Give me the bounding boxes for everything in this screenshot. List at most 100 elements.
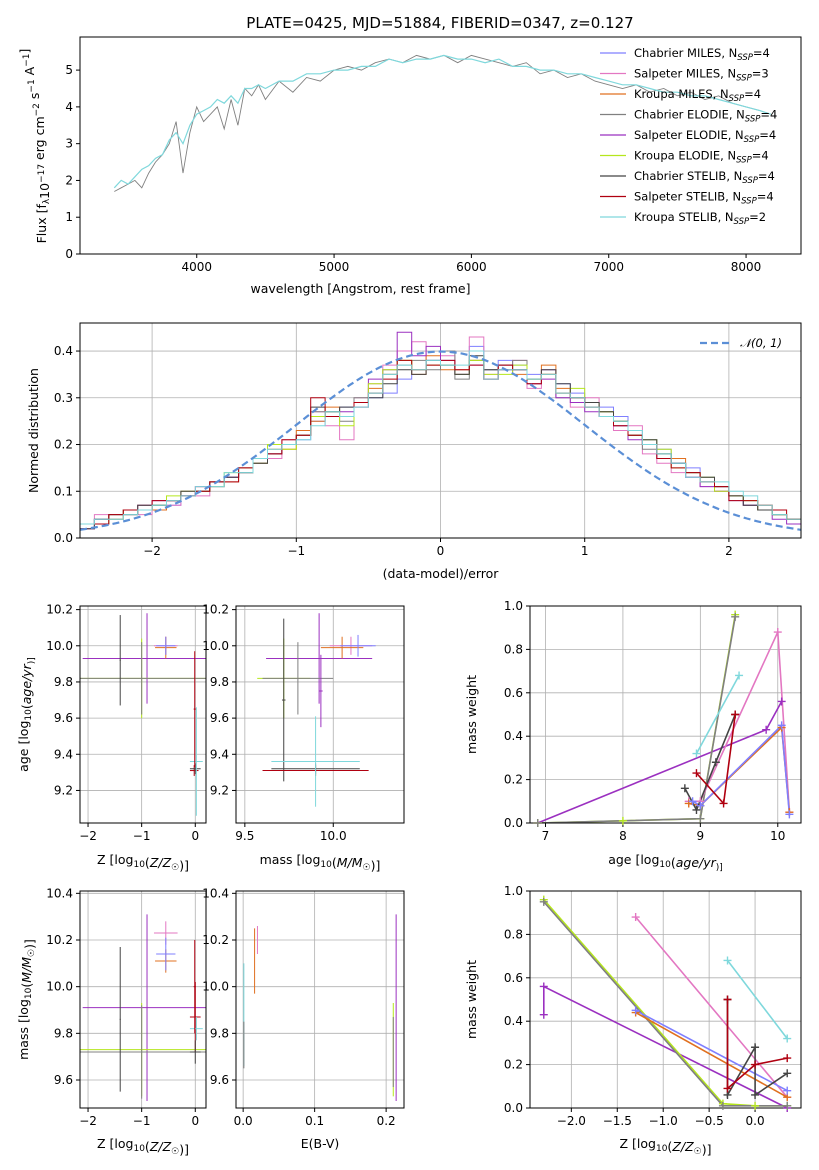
plot-area	[530, 606, 801, 823]
y-tick-label: 10.0	[46, 639, 73, 653]
legend-text: Kroupa MILES, N	[634, 87, 729, 101]
panel-mass_vs_Z: −2 −1 09.69.810.010.210.4Z [log10(Z/Z☉)]ma…	[16, 886, 207, 1157]
y-tick-label: 5	[65, 63, 73, 77]
x-tick-label: 8	[619, 829, 627, 843]
x-tick-label: −1.0	[649, 1114, 678, 1128]
legend-text: Chabrier STELIB, N	[634, 169, 742, 183]
y-tick-label: 0.1	[54, 484, 73, 498]
y-axis-label-part: Flux [f	[34, 204, 49, 244]
weight-marker	[618, 816, 627, 825]
legend-suffix: =4	[757, 190, 774, 204]
x-axis-label: mass [log10(M/M☉)]	[260, 852, 381, 873]
x-axis-label-part: 10	[133, 860, 145, 870]
weight-marker	[777, 721, 786, 730]
x-tick-label: 10	[770, 829, 785, 843]
legend-text: Kroupa STELIB, N	[634, 210, 734, 224]
y-axis-label-part: erg cm	[32, 116, 47, 164]
x-axis-label-part: Z [log	[97, 1136, 133, 1151]
weight-marker	[731, 710, 740, 719]
weight-marker	[539, 897, 548, 906]
x-axis-label-part: ☉	[171, 863, 179, 873]
y-tick-label: 10.2	[202, 603, 229, 617]
axes-frame	[235, 605, 405, 824]
normal-curve	[80, 350, 801, 531]
weight-marker	[783, 1034, 792, 1043]
y-tick-label: 9.6	[54, 1073, 73, 1087]
x-axis-label-part: 10	[659, 860, 671, 870]
weight-marker	[731, 612, 740, 621]
legend-entry: Chabrier STELIB, NSSP=4	[634, 169, 775, 186]
weight-Chabrier MILES-line	[635, 1009, 788, 1092]
legend-sub: SSP	[742, 176, 758, 186]
legend-entry: Salpeter STELIB, NSSP=4	[634, 190, 774, 207]
x-axis-label-part: ☉	[694, 1147, 702, 1157]
x-tick-label: 0	[437, 544, 445, 558]
plot-area	[236, 891, 404, 1108]
y-axis-label-part: s	[27, 93, 42, 104]
legend-suffix: =3	[752, 67, 769, 81]
weight-marker	[783, 1069, 792, 1078]
weight-Salpeter STELIB-line	[726, 999, 788, 1091]
x-tick-label: 7000	[593, 260, 624, 274]
y-tick-label: 10.2	[46, 933, 73, 947]
legend-text: Chabrier MILES, N	[634, 46, 737, 60]
x-tick-label: −2	[143, 544, 161, 558]
x-axis-label-part: ☉	[171, 1147, 179, 1157]
y-tick-label: 9.4	[54, 747, 73, 761]
weight-Chabrier STELIB-line	[684, 714, 736, 812]
axes-frame	[235, 890, 405, 1109]
y-axis-label-part: −17	[37, 164, 47, 183]
x-axis-label-part: (	[145, 855, 150, 870]
x-axis-label-part: M/M	[337, 855, 363, 870]
data-layer	[243, 914, 397, 1101]
y-axis-label-part: 10	[37, 183, 52, 199]
y-axis-label-part: (	[19, 983, 34, 988]
y-tick-label: 0.2	[504, 773, 523, 787]
legend-suffix: =4	[759, 128, 776, 142]
x-axis-label: wavelength [Angstrom, rest frame]	[250, 281, 470, 296]
axes-frame	[79, 36, 802, 255]
y-axis-label-part: −2	[32, 103, 42, 116]
y-tick-label: 1.0	[504, 884, 523, 898]
panel-age_vs_mass: 9.5 10.0 9.2 9.4 9.6 9.8 10.0 10.2 mass [log10(M…	[202, 603, 405, 873]
x-tick-label: 7	[542, 829, 550, 843]
y-axis-label: Normed distribution	[26, 368, 41, 493]
y-tick-label: 9.6	[210, 711, 229, 725]
x-tick-label: −2.0	[557, 1114, 586, 1128]
legend-suffix: =4	[752, 149, 769, 163]
spectrum-model-line	[113, 54, 771, 189]
legend-sub: SSP	[734, 217, 750, 227]
legend-entry: Kroupa ELODIE, NSSP=4	[634, 149, 769, 166]
weight-marker	[723, 1084, 732, 1093]
x-axis-label-part: Z [log	[97, 852, 133, 867]
weight-marker	[751, 1043, 760, 1052]
x-tick-label: 9	[697, 829, 705, 843]
weight-marker	[751, 1090, 760, 1099]
y-tick-label: 0.3	[54, 391, 73, 405]
y-tick-label: 10.0	[202, 639, 229, 653]
data-layer	[80, 331, 801, 531]
x-tick-label: −2	[79, 829, 97, 843]
x-tick-label: 8000	[731, 260, 762, 274]
legend-suffix: =2	[749, 210, 766, 224]
x-axis-label-part: mass [log	[260, 852, 321, 867]
weight-marker	[711, 758, 720, 767]
axes-frame	[529, 890, 802, 1109]
weight-marker	[751, 1060, 760, 1069]
x-axis-label-part: (	[667, 1139, 672, 1154]
y-tick-label: 10.2	[46, 603, 73, 617]
x-axis-label-part: )]	[371, 858, 381, 873]
x-tick-label: −2	[79, 1114, 97, 1128]
y-tick-label: 0	[65, 247, 73, 261]
y-axis-label-part: −1	[22, 54, 32, 67]
panel-mass_weight_vs_Z: −2.0 −1.5 −1.0 −0.5 0.0 0.0 0.2 0.4 0.6 0.8 1.0 Z […	[464, 884, 802, 1157]
panel-mass_vs_ebv: 0.0 0.1 0.2 9.6 9.8 10.0 10.2 10.4 E(B-V)	[202, 886, 405, 1151]
weight-marker	[539, 982, 548, 991]
y-tick-label: 9.2	[54, 783, 73, 797]
x-tick-label: 0.2	[377, 1114, 396, 1128]
y-axis-label-part: ☉	[27, 949, 37, 957]
weight-Kroupa STELIB-line	[726, 959, 788, 1040]
weight-marker	[723, 995, 732, 1004]
weight-marker	[719, 799, 728, 808]
